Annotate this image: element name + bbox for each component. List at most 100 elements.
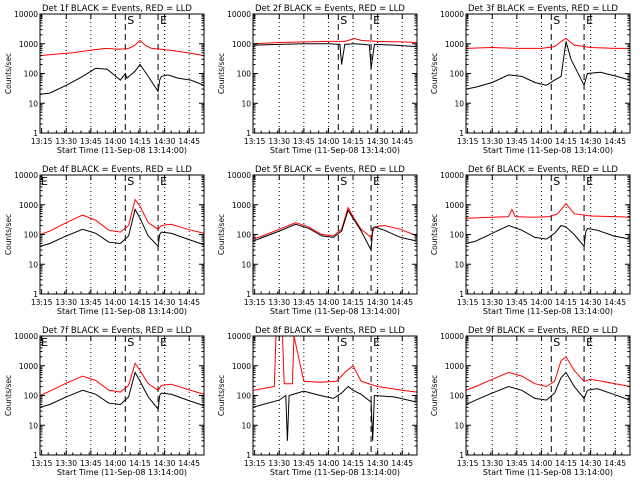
panel-series-group (40, 362, 204, 411)
y-axis-label: Counts/sec (430, 53, 439, 94)
y-axis-label: Counts/sec (430, 214, 439, 255)
x-tick-label: 14:00 (318, 459, 340, 468)
x-axis-label: Start Time (11-Sep-08 13:14:00) (483, 146, 613, 155)
x-tick-label: 14:30 (154, 459, 176, 468)
y-tick-label: 1000 (232, 40, 251, 49)
x-tick-label: 14:00 (531, 298, 553, 307)
x-axis-label: Start Time (11-Sep-08 13:14:00) (483, 468, 613, 477)
x-tick-label: 13:15 (31, 298, 53, 307)
marker-E-label: E (586, 336, 593, 349)
panel-series-group (466, 356, 630, 405)
x-tick-label: 13:15 (457, 459, 479, 468)
series-line-lld (253, 336, 417, 393)
x-tick-label: 13:15 (457, 298, 479, 307)
x-axis-label: Start Time (11-Sep-08 13:14:00) (57, 468, 187, 477)
y-tick-label: 1 (459, 290, 464, 299)
x-tick-label: 13:45 (293, 459, 315, 468)
panel-title: Det 8f BLACK = Events, RED = LLD (255, 326, 405, 336)
y-tick-label: 1 (33, 290, 38, 299)
x-tick-label: 13:45 (506, 459, 528, 468)
x-tick-label: 13:15 (457, 137, 479, 146)
x-tick-label: 14:00 (105, 298, 127, 307)
x-tick-label: 14:30 (580, 298, 602, 307)
y-tick-label: 1 (246, 451, 251, 460)
series-line-events (40, 371, 204, 411)
panel-title: Det 1f BLACK = Events, RED = LLD (42, 4, 192, 14)
x-tick-label: 13:30 (55, 137, 77, 146)
x-tick-label: 14:45 (178, 298, 200, 307)
x-tick-label: 14:15 (555, 137, 577, 146)
series-line-events (253, 385, 417, 441)
x-tick-label: 14:30 (154, 298, 176, 307)
marker-left-label: E (41, 175, 48, 188)
x-tick-label: 14:00 (105, 459, 127, 468)
series-line-events (40, 63, 204, 95)
y-tick-label: 100 (24, 231, 39, 240)
y-tick-label: 1 (246, 129, 251, 138)
marker-left-label: E (41, 336, 48, 349)
x-tick-label: 14:15 (129, 137, 151, 146)
marker-E-label: E (373, 336, 380, 349)
marker-E-label: E (373, 175, 380, 188)
y-tick-label: 10000 (14, 171, 38, 180)
y-axis-label: Counts/sec (217, 375, 226, 416)
x-tick-label: 14:45 (391, 459, 413, 468)
y-axis-label: Counts/sec (4, 53, 13, 94)
y-tick-label: 100 (237, 70, 252, 79)
x-axis-label: Start Time (11-Sep-08 13:14:00) (270, 468, 400, 477)
series-line-events (466, 41, 630, 90)
x-tick-label: 14:15 (129, 459, 151, 468)
x-tick-label: 13:45 (293, 298, 315, 307)
y-tick-label: 10 (28, 421, 38, 430)
x-tick-label: 13:30 (481, 459, 503, 468)
x-tick-label: 13:30 (55, 298, 77, 307)
y-tick-label: 1000 (19, 40, 38, 49)
x-tick-label: 13:30 (481, 137, 503, 146)
y-tick-label: 100 (237, 392, 252, 401)
marker-S-label: S (553, 336, 560, 349)
x-tick-label: 14:15 (342, 137, 364, 146)
y-tick-label: 1 (246, 290, 251, 299)
y-tick-label: 100 (450, 231, 465, 240)
marker-S-label: S (340, 175, 347, 188)
x-tick-label: 13:30 (268, 459, 290, 468)
y-tick-label: 100 (237, 231, 252, 240)
panel-series-group (253, 336, 417, 441)
y-axis-label: Counts/sec (217, 214, 226, 255)
x-tick-label: 14:15 (342, 459, 364, 468)
series-line-lld (40, 362, 204, 396)
x-tick-label: 14:15 (555, 459, 577, 468)
marker-E-label: E (160, 336, 167, 349)
y-tick-label: 1 (33, 129, 38, 138)
marker-E-label: E (160, 14, 167, 27)
panel-title: Det 5f BLACK = Events, RED = LLD (255, 165, 405, 175)
x-tick-label: 14:30 (154, 137, 176, 146)
x-tick-label: 14:15 (555, 298, 577, 307)
panel-series-group (40, 39, 204, 95)
x-tick-label: 14:00 (531, 137, 553, 146)
y-tick-label: 10 (28, 260, 38, 269)
y-tick-label: 10 (241, 260, 251, 269)
y-axis-label: Counts/sec (4, 214, 13, 255)
panel-series-group (40, 198, 204, 248)
marker-E-label: E (586, 175, 593, 188)
x-tick-label: 14:45 (391, 137, 413, 146)
x-tick-label: 13:45 (80, 459, 102, 468)
x-tick-label: 14:15 (342, 298, 364, 307)
y-tick-label: 10000 (14, 332, 38, 341)
x-tick-label: 14:45 (604, 137, 626, 146)
panel-title: Det 2f BLACK = Events, RED = LLD (255, 4, 405, 14)
y-tick-label: 100 (24, 70, 39, 79)
x-tick-label: 14:45 (391, 298, 413, 307)
y-tick-label: 1000 (232, 201, 251, 210)
y-tick-label: 10000 (227, 332, 251, 341)
y-tick-label: 100 (450, 70, 465, 79)
y-tick-label: 10 (454, 260, 464, 269)
series-line-lld (466, 356, 630, 391)
x-tick-label: 14:15 (129, 298, 151, 307)
